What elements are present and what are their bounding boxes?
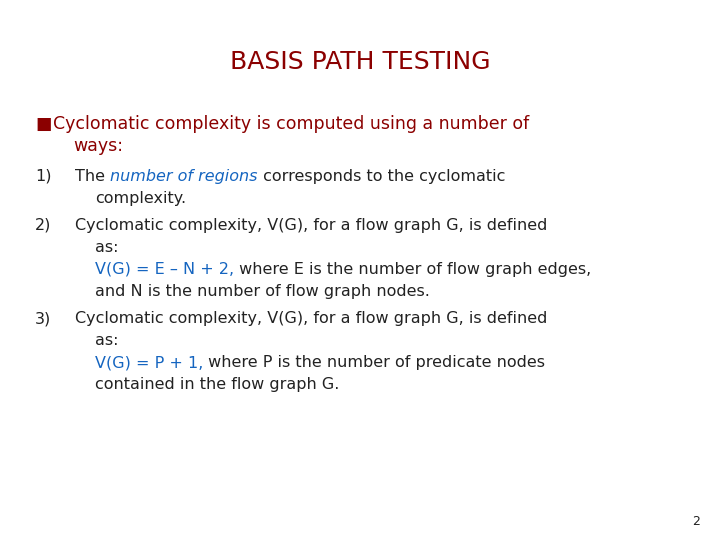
Text: where E is the number of flow graph edges,: where E is the number of flow graph edge…: [234, 262, 591, 277]
Text: ways:: ways:: [73, 137, 123, 155]
Text: as:: as:: [95, 333, 119, 348]
Text: V(G) = P + 1,: V(G) = P + 1,: [95, 355, 203, 370]
Text: The: The: [75, 169, 110, 184]
Text: 2): 2): [35, 218, 51, 233]
Text: V(G) = E – N + 2,: V(G) = E – N + 2,: [95, 262, 234, 277]
Text: where P is the number of predicate nodes: where P is the number of predicate nodes: [203, 355, 545, 370]
Text: number of regions: number of regions: [110, 169, 258, 184]
Text: 2: 2: [692, 515, 700, 528]
Text: BASIS PATH TESTING: BASIS PATH TESTING: [230, 50, 490, 74]
Text: Cyclomatic complexity, V(G), for a flow graph G, is defined: Cyclomatic complexity, V(G), for a flow …: [75, 311, 547, 326]
Text: 1): 1): [35, 169, 52, 184]
Text: as:: as:: [95, 240, 119, 255]
Text: complexity.: complexity.: [95, 191, 186, 206]
Text: Cyclomatic complexity, V(G), for a flow graph G, is defined: Cyclomatic complexity, V(G), for a flow …: [75, 218, 547, 233]
Text: 3): 3): [35, 311, 51, 326]
Text: ■: ■: [35, 115, 51, 133]
Text: Cyclomatic complexity is computed using a number of: Cyclomatic complexity is computed using …: [53, 115, 529, 133]
Text: contained in the flow graph G.: contained in the flow graph G.: [95, 377, 339, 392]
Text: corresponds to the cyclomatic: corresponds to the cyclomatic: [258, 169, 505, 184]
Text: and N is the number of flow graph nodes.: and N is the number of flow graph nodes.: [95, 284, 430, 299]
